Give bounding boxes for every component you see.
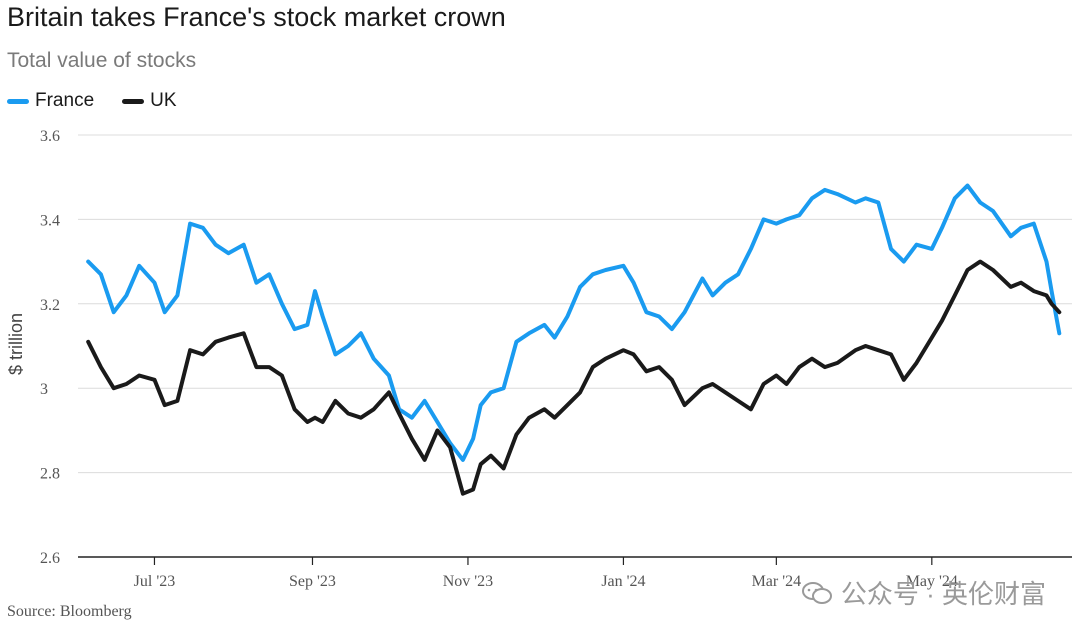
y-tick-label: 3.6 [40,128,60,145]
y-axis-label: $ trillion [6,313,26,375]
legend-item-uk: UK [122,90,177,112]
watermark: 公众号 · 英伦财富 [801,574,1046,611]
legend-label-france: France [35,90,95,111]
legend: France UK [7,90,205,112]
series-line-uk [86,259,1062,496]
watermark-text: 公众号 · 英伦财富 [840,579,1046,609]
y-tick-label: 3.2 [40,297,60,314]
legend-swatch-uk [122,98,145,104]
x-tick-label: May '24 [906,573,958,590]
chart-title: Britain takes France's stock market crow… [7,2,506,32]
legend-swatch-france [7,98,29,104]
x-tick-label: Mar '24 [752,573,802,590]
wechat-icon [801,581,832,604]
x-tick-label: Jul '23 [134,573,176,590]
y-tick-label: 3 [40,381,48,398]
x-tick-label: Jan '24 [601,573,645,590]
x-tick-label: Nov '23 [443,573,493,590]
source-note: Source: Bloomberg [7,603,132,620]
y-tick-label: 2.6 [40,550,60,567]
legend-label-uk: UK [150,90,177,111]
y-tick-label: 3.4 [40,212,60,229]
chart-subtitle: Total value of stocks [7,49,197,72]
y-tick-label: 2.8 [40,466,60,483]
series-line-france [86,183,1062,462]
legend-item-france: France [7,90,94,112]
x-tick-label: Sep '23 [289,573,336,590]
